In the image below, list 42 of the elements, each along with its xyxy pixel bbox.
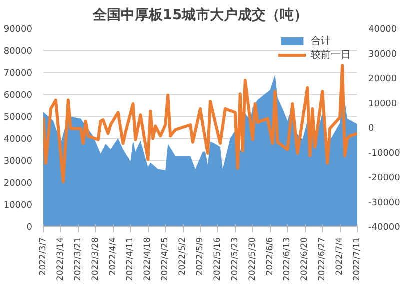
x-tick-label: 2022/3/7 <box>38 237 48 276</box>
y2-tick-label: -10000 <box>368 148 401 159</box>
x-tick-label: 2022/3/28 <box>90 237 101 282</box>
y2-tick-label: 0 <box>368 124 374 134</box>
legend-label: 合计 <box>311 34 331 48</box>
x-tick-label: 2022/4/4 <box>108 237 118 276</box>
y-tick-label: 30000 <box>4 157 33 167</box>
y2-tick-label: 30000 <box>368 50 398 60</box>
chart-title: 全国中厚板15城市大户成交（吨） <box>92 6 308 24</box>
y-tick-label: 50000 <box>4 113 33 123</box>
x-tick-label: 2022/6/6 <box>265 237 276 276</box>
x-tick-label: 2022/6/13 <box>282 237 293 282</box>
y-tick-label: 90000 <box>4 25 33 35</box>
y-tick-label: 40000 <box>4 135 33 145</box>
y2-tick-label: -30000 <box>368 198 401 208</box>
x-tick-label: 2022/4/11 <box>126 237 136 282</box>
x-tick-label: 2022/7/4 <box>335 237 346 276</box>
x-tick-label: 2022/5/16 <box>212 237 223 282</box>
y-tick-label: 70000 <box>4 69 33 79</box>
x-tick-label: 2022/6/27 <box>318 237 328 282</box>
y-tick-label: 80000 <box>4 47 33 57</box>
y-tick-label: 20000 <box>4 179 33 189</box>
x-tick-label: 2022/3/14 <box>56 237 66 282</box>
y-tick-label: 10000 <box>4 201 33 211</box>
y2-tick-label: 20000 <box>368 74 398 84</box>
y-tick-label: 0 <box>26 223 33 233</box>
y2-tick-label: -20000 <box>368 174 401 184</box>
x-tick-label: 2022/3/21 <box>73 237 84 282</box>
legend-label: 较前一日 <box>311 48 351 62</box>
x-tick-label: 2022/6/20 <box>300 237 310 282</box>
x-tick-label: 2022/5/9 <box>196 237 206 276</box>
y2-tick-label: -40000 <box>368 223 401 233</box>
y-tick-label: 60000 <box>4 91 33 101</box>
y2-tick-label: 10000 <box>368 99 398 110</box>
y2-tick-label: 40000 <box>368 25 398 35</box>
x-tick-label: 2022/4/25 <box>160 237 171 282</box>
line-series <box>44 64 358 184</box>
x-tick-label: 2022/5/30 <box>248 237 258 282</box>
x-tick-label: 2022/4/18 <box>143 237 154 282</box>
x-tick-label: 2022/5/23 <box>230 237 240 282</box>
x-tick-label: 2022/7/11 <box>352 237 362 282</box>
x-tick-label: 2022/5/2 <box>178 237 188 276</box>
